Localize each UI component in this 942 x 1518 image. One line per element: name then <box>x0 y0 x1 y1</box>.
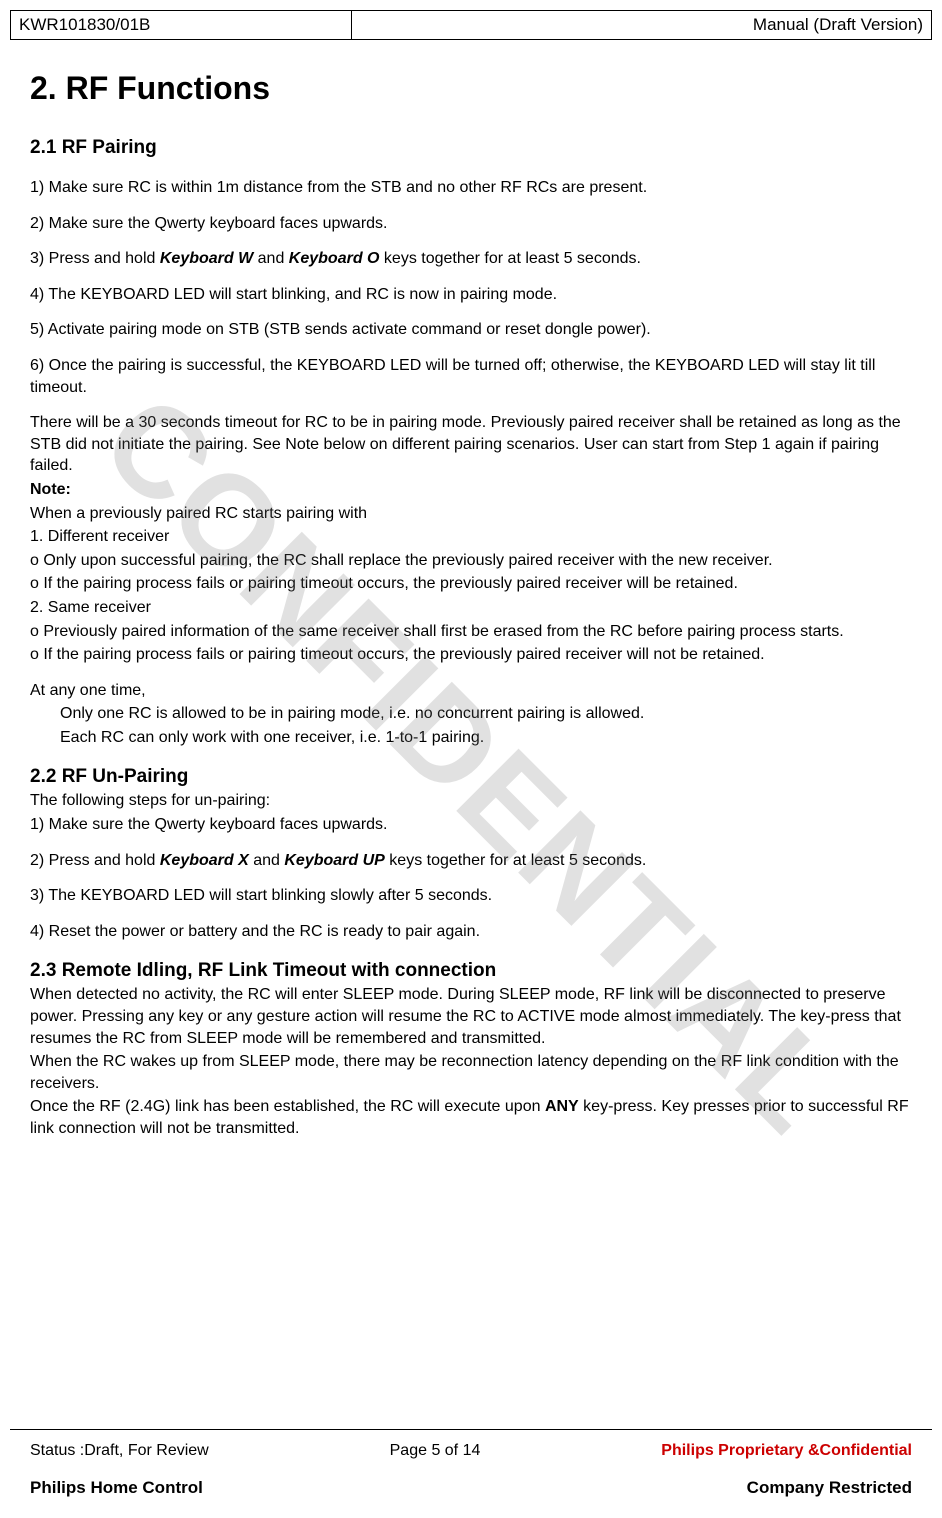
s22-step3: 3) The KEYBOARD LED will start blinking … <box>30 885 912 907</box>
s22-step2-kx: Keyboard X <box>160 852 249 869</box>
s21-step3-kw: Keyboard W <box>160 250 253 267</box>
s23-p3-a: Once the RF (2.4G) link has been establi… <box>30 1098 545 1115</box>
section-2-3-heading: 2.3 Remote Idling, RF Link Timeout with … <box>30 960 912 982</box>
s21-step3: 3) Press and hold Keyboard W and Keyboar… <box>30 248 912 270</box>
footer-divider <box>10 1429 932 1430</box>
s22-step2: 2) Press and hold Keyboard X and Keyboar… <box>30 850 912 872</box>
s21-step2: 2) Make sure the Qwerty keyboard faces u… <box>30 213 912 235</box>
s22-step2-c: keys together for at least 5 seconds. <box>385 852 646 869</box>
s21-note-label: Note: <box>30 479 912 501</box>
header-table: KWR101830/01B Manual (Draft Version) <box>10 10 932 40</box>
s22-intro: The following steps for un-pairing: <box>30 790 912 812</box>
footer-row-1: Status :Draft, For Review Page 5 of 14 P… <box>30 1442 912 1460</box>
s21-note-2: 2. Same receiver <box>30 597 912 619</box>
s21-note-1: 1. Different receiver <box>30 526 912 548</box>
s22-step1: 1) Make sure the Qwerty keyboard faces u… <box>30 814 912 836</box>
doc-type: Manual (Draft Version) <box>351 11 931 40</box>
s21-step5: 5) Activate pairing mode on STB (STB sen… <box>30 319 912 341</box>
s22-step4: 4) Reset the power or battery and the RC… <box>30 921 912 943</box>
s21-step1: 1) Make sure RC is within 1m distance fr… <box>30 177 912 199</box>
footer-company: Philips Home Control <box>30 1478 203 1498</box>
s21-note-2a: o Previously paired information of the s… <box>30 621 912 643</box>
footer-row-2: Philips Home Control Company Restricted <box>30 1478 912 1498</box>
s23-p1: When detected no activity, the RC will e… <box>30 984 912 1049</box>
s21-note-1a: o Only upon successful pairing, the RC s… <box>30 550 912 572</box>
s21-step4: 4) The KEYBOARD LED will start blinking,… <box>30 284 912 306</box>
s21-timeout: There will be a 30 seconds timeout for R… <box>30 412 912 477</box>
page-title: 2. RF Functions <box>30 70 912 107</box>
s22-step2-kup: Keyboard UP <box>284 852 384 869</box>
s21-note-2b: o If the pairing process fails or pairin… <box>30 644 912 666</box>
footer-proprietary: Philips Proprietary &Confidential <box>661 1442 912 1460</box>
s21-anytime-b: Each RC can only work with one receiver,… <box>30 727 912 749</box>
s21-step3-a: 3) Press and hold <box>30 250 160 267</box>
s21-step6: 6) Once the pairing is successful, the K… <box>30 355 912 398</box>
s21-anytime-a: Only one RC is allowed to be in pairing … <box>30 703 912 725</box>
s21-step3-ko: Keyboard O <box>289 250 380 267</box>
s21-note-1b: o If the pairing process fails or pairin… <box>30 573 912 595</box>
s23-p3: Once the RF (2.4G) link has been establi… <box>30 1096 912 1139</box>
content-body: 2. RF Functions 2.1 RF Pairing 1) Make s… <box>0 40 942 1152</box>
s23-p2: When the RC wakes up from SLEEP mode, th… <box>30 1051 912 1094</box>
s21-anytime: At any one time, <box>30 680 912 702</box>
doc-id: KWR101830/01B <box>11 11 352 40</box>
section-2-1-heading: 2.1 RF Pairing <box>30 137 912 159</box>
section-2-2-heading: 2.2 RF Un-Pairing <box>30 766 912 788</box>
footer-status: Status :Draft, For Review <box>30 1442 209 1460</box>
s21-step3-c: keys together for at least 5 seconds. <box>379 250 640 267</box>
footer-restricted: Company Restricted <box>747 1478 912 1498</box>
s21-step3-b: and <box>253 250 289 267</box>
footer-page: Page 5 of 14 <box>390 1442 481 1460</box>
s23-p3-any: ANY <box>545 1098 579 1115</box>
s22-step2-a: 2) Press and hold <box>30 852 160 869</box>
s22-step2-b: and <box>249 852 285 869</box>
s21-note-intro: When a previously paired RC starts pairi… <box>30 503 912 525</box>
